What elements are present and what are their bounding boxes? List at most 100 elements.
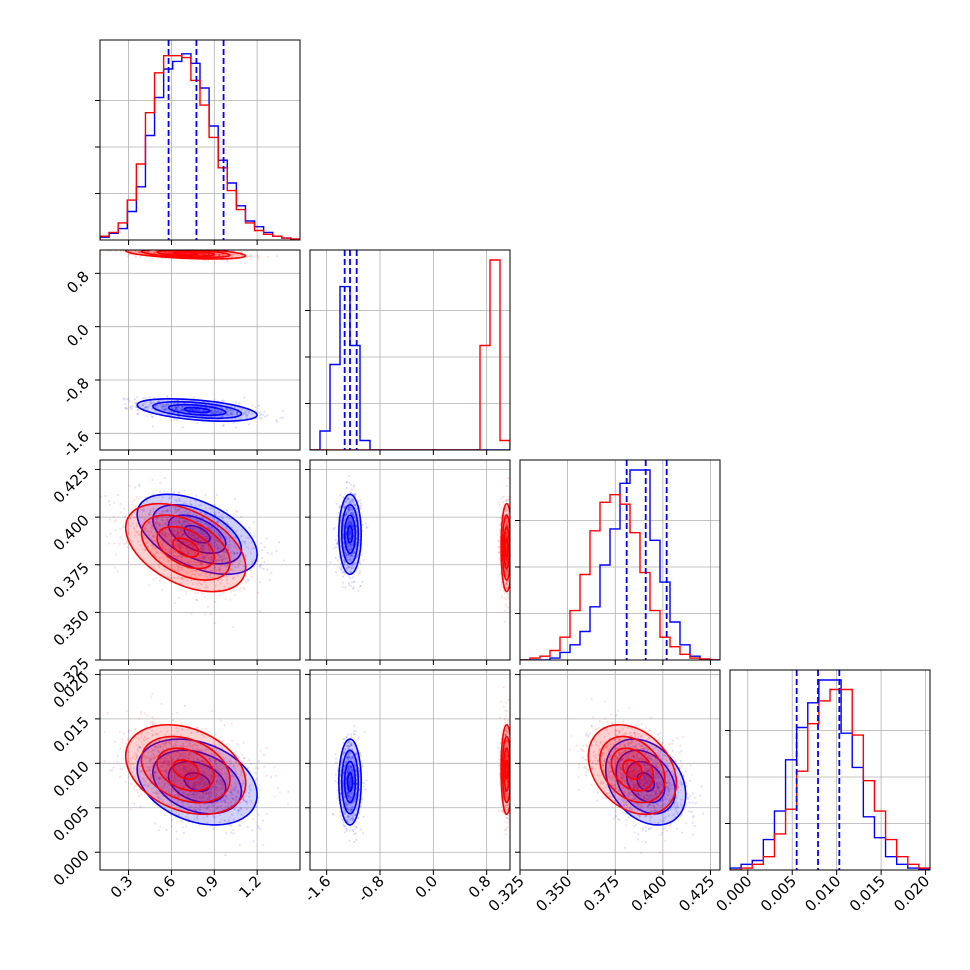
scatter-point	[225, 528, 228, 531]
scatter-point	[161, 588, 164, 591]
scatter-point	[195, 598, 198, 602]
scatter-point	[158, 523, 161, 526]
scatter-point	[186, 541, 189, 544]
scatter-point	[218, 545, 221, 548]
scatter-point	[233, 535, 236, 538]
scatter-point	[365, 526, 368, 529]
scatter-point	[231, 626, 234, 629]
scatter-point	[194, 409, 197, 412]
scatter-point	[154, 540, 157, 543]
scatter-point	[349, 537, 352, 540]
scatter-point	[275, 419, 278, 422]
scatter-point	[151, 415, 154, 418]
scatter-point	[201, 547, 204, 550]
scatter-point	[348, 548, 351, 552]
scatter-point	[164, 568, 167, 571]
scatter-point	[500, 497, 503, 500]
scatter-point	[190, 564, 193, 567]
scatter-point	[241, 528, 244, 531]
scatter-point	[178, 508, 181, 511]
scatter-point	[132, 526, 136, 529]
scatter-point	[183, 541, 187, 544]
scatter-point	[144, 548, 147, 552]
scatter-point	[340, 566, 343, 569]
scatter-point	[177, 531, 180, 534]
scatter-point	[175, 406, 178, 409]
scatter-point	[134, 250, 137, 253]
scatter-point	[186, 511, 189, 514]
scatter-point	[125, 406, 128, 410]
scatter-point	[200, 544, 203, 548]
scatter-point	[210, 542, 213, 545]
scatter-point	[196, 520, 199, 523]
scatter-point	[359, 562, 362, 566]
scatter-point	[181, 533, 184, 536]
scatter-point	[163, 247, 165, 249]
scatter-point	[352, 552, 355, 555]
scatter-point	[126, 546, 129, 549]
scatter-point	[265, 537, 268, 540]
scatter-point	[348, 501, 351, 504]
scatter-point	[152, 565, 155, 569]
scatter-point	[158, 524, 161, 527]
scatter-point	[236, 411, 239, 415]
scatter-point	[192, 533, 195, 537]
scatter-point	[240, 572, 243, 575]
scatter-point	[366, 526, 369, 529]
scatter-point	[345, 553, 348, 556]
scatter-point	[178, 545, 181, 548]
scatter-point	[167, 548, 170, 551]
scatter-point	[131, 250, 134, 253]
scatter-point	[156, 405, 159, 409]
scatter-point	[119, 246, 121, 248]
scatter-point	[349, 558, 352, 561]
scatter-point	[348, 507, 351, 510]
scatter-point	[346, 499, 349, 502]
scatter-point	[204, 535, 207, 538]
scatter-point	[233, 413, 236, 416]
scatter-point	[347, 523, 350, 526]
scatter-point	[232, 410, 236, 413]
scatter-point	[348, 530, 352, 533]
scatter-point	[235, 413, 238, 416]
scatter-point	[181, 555, 184, 558]
scatter-point	[124, 515, 127, 518]
scatter-point	[349, 549, 352, 552]
scatter-point	[191, 549, 194, 552]
scatter-point	[257, 404, 260, 407]
scatter-point	[348, 517, 351, 520]
scatter-point	[144, 396, 147, 399]
scatter-point	[168, 414, 171, 417]
scatter-point	[251, 404, 254, 407]
scatter-point	[130, 408, 133, 411]
scatter-point	[207, 515, 210, 518]
scatter-point	[208, 571, 211, 574]
scatter-point	[165, 404, 168, 407]
scatter-point	[155, 512, 158, 515]
scatter-point	[178, 566, 181, 569]
scatter-point	[179, 529, 182, 532]
scatter-point	[189, 543, 192, 546]
scatter-point	[139, 508, 142, 511]
scatter-point	[173, 402, 176, 405]
scatter-point	[177, 491, 180, 495]
scatter-point	[346, 541, 349, 544]
scatter-point	[347, 567, 350, 570]
scatter-point	[354, 520, 357, 524]
scatter-point	[188, 531, 191, 535]
scatter-point	[352, 525, 355, 528]
scatter-point	[346, 557, 349, 560]
scatter-point	[164, 548, 167, 552]
scatter-point	[235, 547, 238, 551]
y-tick-label: 0.350	[50, 606, 93, 649]
scatter-point	[349, 520, 352, 523]
scatter-point	[347, 508, 351, 511]
scatter-point	[174, 405, 177, 408]
scatter-point	[164, 405, 167, 408]
scatter-point	[151, 247, 153, 249]
scatter-point	[345, 532, 348, 535]
scatter-point	[190, 503, 193, 506]
scatter-point	[200, 573, 203, 576]
scatter-point	[201, 532, 204, 535]
scatter-point	[150, 251, 153, 254]
